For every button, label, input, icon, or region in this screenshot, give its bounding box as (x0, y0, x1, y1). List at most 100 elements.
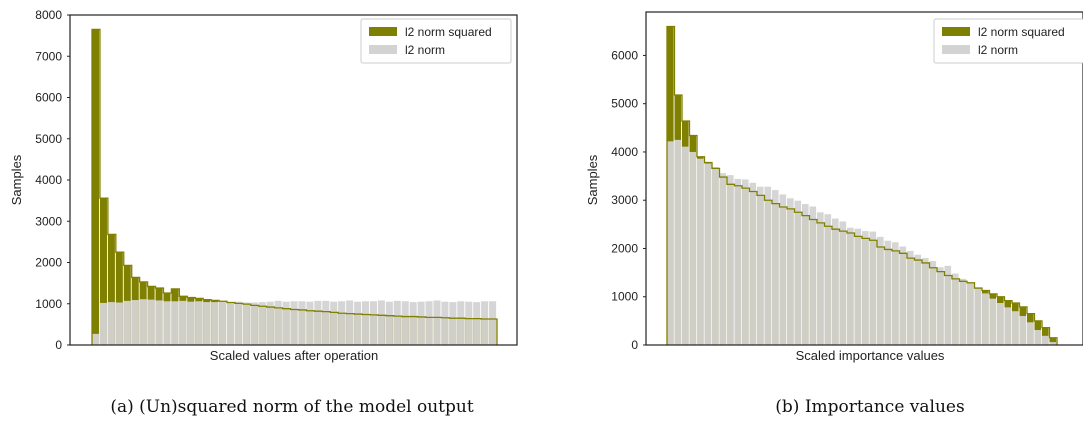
bar-norm (369, 301, 377, 345)
legend-frame-a (360, 18, 512, 64)
y-axis-ticks-b: 0 1000 2000 3000 4000 5000 6000 (611, 48, 646, 352)
bar-norm (179, 300, 187, 345)
bar-norm (290, 301, 298, 345)
legend-label-norm-a: l2 norm (405, 43, 445, 57)
bar-norm (377, 300, 385, 345)
y-tick-label: 8000 (35, 8, 62, 22)
bar-norm (131, 300, 139, 345)
y-tick-label: 2000 (611, 241, 638, 255)
bar-norm (187, 301, 195, 345)
bar-norm (719, 173, 727, 345)
bar-norm (211, 302, 219, 345)
bar-norm (441, 301, 449, 345)
bar-norm (115, 302, 123, 345)
y-tick-label: 1000 (611, 290, 638, 304)
bar-norm (1042, 335, 1049, 345)
bar-norm (338, 301, 346, 345)
y-tick-label: 4000 (611, 145, 638, 159)
y-tick-label: 7000 (35, 49, 62, 63)
bar-norm (99, 302, 107, 345)
bar-norm (449, 302, 457, 345)
bar-norm (92, 333, 100, 345)
bar-norm (234, 301, 242, 345)
plot-frame-b (645, 11, 1083, 346)
bar-norm (195, 301, 203, 345)
bar-norm (425, 301, 433, 345)
bar-norm (219, 301, 227, 345)
legend-a: l2 norm squared l2 norm (360, 18, 512, 64)
bar-norm (163, 301, 171, 345)
bar-norm (869, 231, 877, 345)
bar-norm (274, 300, 282, 345)
legend-b: l2 norm squared l2 norm (933, 18, 1083, 64)
bar-norm (749, 182, 757, 345)
bar-norm (362, 301, 370, 345)
chart-panel-a: 0 1000 2000 3000 4000 5000 6000 7000 8000 Scaled… (9, 8, 518, 417)
bar-norm (314, 300, 322, 345)
y-tick-label: 5000 (35, 132, 62, 146)
bar-norm (689, 151, 697, 345)
bar-norm (298, 301, 306, 345)
bar-norm (764, 186, 772, 345)
bar-norm (1034, 330, 1042, 345)
bar-norm (147, 299, 155, 346)
y-tick-label: 1000 (35, 297, 62, 311)
bar-norm (489, 301, 497, 345)
bar-norm (847, 227, 854, 345)
bar-norm (884, 240, 892, 345)
caption-b: (b) Importance values (775, 397, 964, 417)
bar-norm (944, 265, 952, 345)
bar-norm (322, 300, 330, 345)
bar-norm (802, 204, 809, 345)
bar-norm (457, 301, 465, 345)
bar-norm (258, 302, 266, 345)
bar-norm (139, 299, 147, 345)
y-tick-label: 4000 (35, 173, 62, 187)
bar-norm (787, 198, 794, 345)
bar-norm (854, 228, 862, 345)
bar-norm (1049, 342, 1057, 345)
bar-norm (417, 301, 425, 345)
bar-norm (742, 179, 749, 345)
y-axis-label-b: Samples (585, 154, 600, 205)
bar-norm (682, 146, 689, 345)
bar-norm (306, 301, 314, 345)
y-tick-label: 3000 (35, 214, 62, 228)
bar-squared (107, 234, 115, 345)
y-tick-label: 0 (631, 338, 638, 352)
y-tick-label: 6000 (35, 91, 62, 105)
bar-norm (772, 190, 779, 345)
x-axis-label-b: Scaled importance values (796, 348, 945, 363)
bar-norm (757, 186, 764, 345)
bar-norm (401, 301, 409, 345)
bar-norm (982, 293, 989, 345)
bar-norm (922, 258, 929, 345)
bar-norm (266, 301, 274, 345)
bar-norm (385, 301, 393, 345)
bar-norm (952, 273, 959, 345)
y-tick-label: 6000 (611, 48, 638, 62)
bar-norm (697, 158, 704, 345)
bar-squared (92, 29, 100, 345)
bar-norm (929, 261, 937, 345)
bar-norm (877, 236, 884, 345)
bar-norm (712, 166, 719, 345)
bar-norm (974, 288, 982, 345)
caption-a: (a) (Un)squared norm of the model output (110, 397, 474, 417)
bar-norm (734, 178, 742, 345)
bar-norm (242, 302, 250, 345)
bar-norm (779, 194, 787, 345)
bars-b (667, 26, 1057, 345)
bar-norm (250, 302, 258, 345)
bar-squared (99, 198, 107, 345)
bars-a (92, 29, 497, 346)
bar-norm (959, 278, 967, 345)
bar-norm (914, 254, 922, 345)
bar-norm (892, 242, 899, 345)
legend-label-squared-a: l2 norm squared (405, 25, 492, 39)
bar-norm (346, 300, 354, 345)
series-line-b (666, 25, 1058, 345)
bar-norm (473, 302, 481, 345)
bar-norm (997, 303, 1004, 345)
